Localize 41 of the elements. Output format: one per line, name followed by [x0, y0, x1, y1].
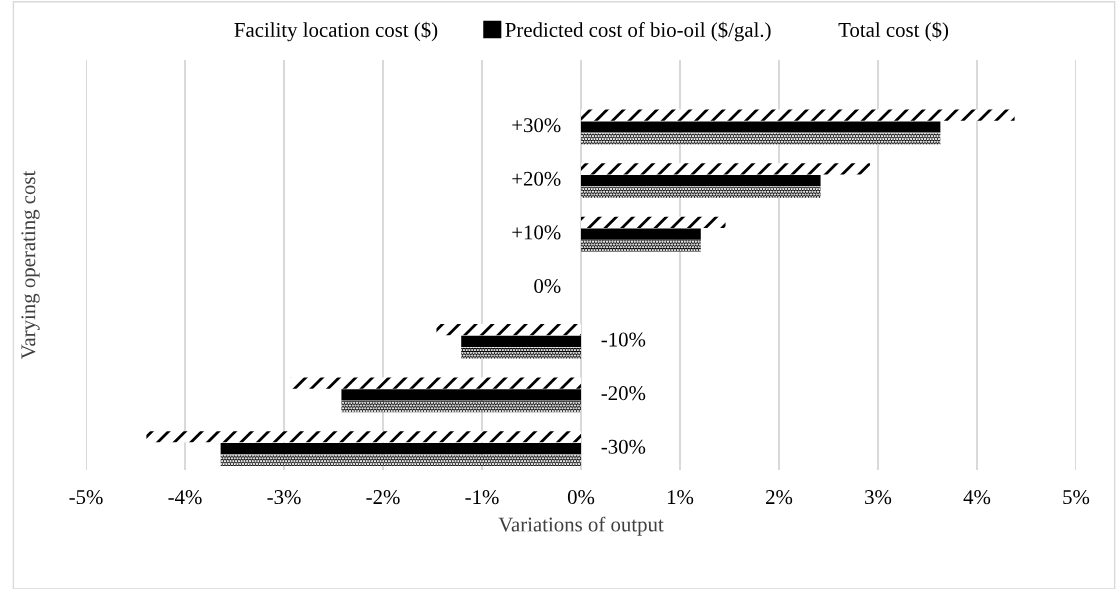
- bar: [146, 431, 581, 443]
- bar: [290, 377, 581, 389]
- bar: [581, 186, 821, 198]
- bar: [581, 133, 941, 145]
- x-tick-label: 4%: [963, 490, 991, 505]
- bar: [581, 174, 821, 187]
- bar: [220, 442, 581, 455]
- y-tick-label: +10%: [512, 225, 561, 240]
- y-tick-label: -10%: [601, 332, 646, 347]
- y-tick-label: -30%: [601, 439, 646, 454]
- y-tick-label: +20%: [512, 171, 561, 186]
- x-tick-label: 0%: [567, 490, 595, 505]
- bar: [581, 163, 871, 175]
- bar: [461, 335, 581, 347]
- x-tick-label: -4%: [168, 490, 202, 505]
- y-axis-title: Varying operating cost: [21, 170, 40, 360]
- bar: [581, 240, 701, 252]
- text: Facility location cost ($): [234, 21, 438, 42]
- text: Total cost ($): [838, 21, 949, 42]
- y-tick-label: 0%: [534, 278, 561, 294]
- bar: [581, 109, 1015, 121]
- bar: [581, 121, 941, 133]
- bar: [461, 347, 581, 359]
- x-axis-title: Variations of output: [498, 516, 664, 536]
- x-tick-label: -3%: [267, 490, 301, 505]
- bar: [220, 454, 581, 466]
- x-tick-label: -1%: [465, 490, 499, 505]
- bar: [341, 401, 581, 413]
- x-tick-label: 1%: [667, 490, 694, 505]
- x-tick-label: 2%: [766, 490, 793, 505]
- x-tick-label: -2%: [366, 490, 400, 505]
- legend-label: Predicted cost of bio-oil ($/gal.): [505, 21, 771, 42]
- bar: [436, 323, 581, 336]
- bar: [341, 389, 581, 401]
- y-tick-label: +30%: [512, 118, 561, 133]
- y-tick-label: -20%: [601, 386, 646, 401]
- x-tick-label: -5%: [69, 490, 103, 505]
- x-tick-label: 3%: [865, 490, 892, 505]
- x-tick-label: 5%: [1063, 490, 1090, 505]
- bar: [581, 228, 701, 240]
- bar: [581, 216, 726, 228]
